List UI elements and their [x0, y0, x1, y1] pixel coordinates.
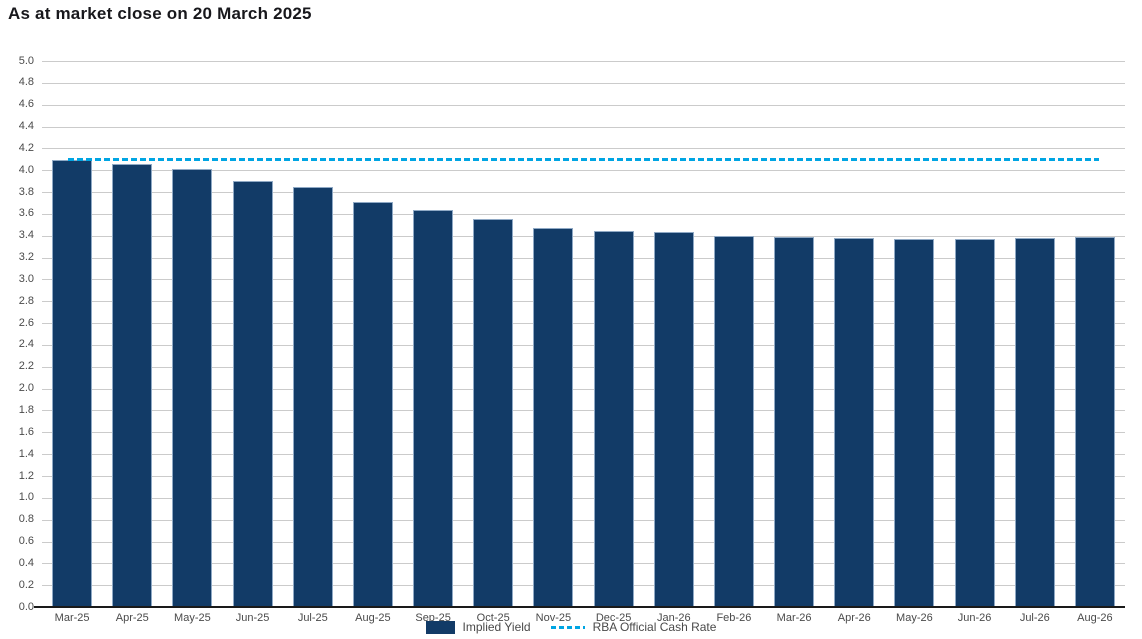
y-tick-label-2.2: 2.2 — [18, 360, 34, 373]
y-tick-label-1.0: 1.0 — [18, 491, 34, 504]
y-tick-label-4.8: 4.8 — [18, 76, 34, 89]
x-tick-label-Jan-26: Jan-26 — [656, 612, 691, 624]
y-tick-label-0.2: 0.2 — [18, 578, 34, 591]
gridline-4.0 — [42, 170, 1125, 172]
y-tick-label-3.0: 3.0 — [18, 272, 34, 285]
plot-area: 5.0 4.8 4.6 4.4 4.2 4.0 3.8 3.6 3.4 3.2 3.0 2.8 2.6 2… — [19, 55, 1125, 624]
bar-Mar-25 — [52, 160, 93, 607]
gridline-3.0 — [42, 279, 1125, 281]
y-tick-label-3.4: 3.4 — [18, 229, 34, 242]
y-tick-label-5.0: 5.0 — [18, 54, 34, 67]
y-tick-label-1.6: 1.6 — [18, 425, 34, 438]
y-tick-label-1.8: 1.8 — [18, 403, 34, 416]
y-tick-label-1.2: 1.2 — [18, 469, 34, 482]
y-tick-label-3.8: 3.8 — [18, 185, 34, 198]
rba-cash-rate-dashed-line — [68, 157, 1099, 161]
bar-Apr-25 — [112, 163, 153, 607]
x-tick-label-Jul-25: Jul-25 — [297, 612, 328, 624]
x-tick-label-Nov-25: Nov-25 — [535, 612, 572, 624]
x-tick-label-Oct-25: Oct-25 — [476, 612, 510, 624]
y-tick-label-2.6: 2.6 — [18, 316, 34, 329]
x-tick-label-Jun-26: Jun-26 — [957, 612, 992, 624]
gridline-1.2 — [42, 476, 1125, 477]
x-tick-label-Jul-26: Jul-26 — [1019, 612, 1050, 624]
x-tick-label-May-25: May-25 — [174, 612, 211, 624]
legend-swatch-implied-yield[interactable] — [425, 621, 455, 634]
gridline-3.4 — [42, 235, 1125, 237]
gridline-2.2 — [42, 366, 1125, 368]
y-tick-label-2.0: 2.0 — [18, 382, 34, 395]
gridline-0.4 — [42, 563, 1125, 565]
y-tick-label-3.2: 3.2 — [18, 251, 34, 264]
gridline-2.0 — [42, 388, 1125, 390]
bar-May-25 — [172, 169, 213, 607]
x-axis-line — [34, 606, 1125, 608]
gridline-1.8 — [42, 410, 1125, 412]
bar-Mar-26 — [774, 236, 815, 607]
gridline-4.4 — [42, 126, 1125, 128]
bar-Nov-25 — [533, 228, 574, 607]
bar-Dec-25 — [593, 231, 634, 607]
x-tick-label-Jun-25: Jun-25 — [235, 612, 270, 624]
y-tick-label-0.4: 0.4 — [18, 556, 34, 569]
legend-label-cash-rate[interactable]: RBA Official Cash Rate — [592, 620, 717, 634]
y-tick-label-0.6: 0.6 — [18, 535, 34, 547]
x-tick-label-Aug-26: Aug-26 — [1077, 612, 1113, 624]
y-tick-label-1.4: 1.4 — [18, 447, 34, 460]
y-tick-label-0.8: 0.8 — [18, 513, 34, 526]
gridline-5.0 — [42, 61, 1125, 62]
gridline-3.6 — [42, 213, 1125, 215]
legend-label-implied-yield[interactable]: Implied Yield — [462, 620, 531, 634]
bar-Feb-26 — [713, 235, 754, 607]
bar-May-26 — [894, 239, 935, 607]
x-tick-label-Mar-26: Mar-26 — [776, 612, 812, 624]
y-tick-label-4.6: 4.6 — [18, 98, 34, 111]
chart-legend: Implied Yield RBA Official Cash Rate — [0, 620, 1142, 635]
bar-Jun-25 — [232, 181, 273, 607]
x-tick-label-Apr-25: Apr-25 — [115, 612, 149, 624]
x-tick-label-Apr-26: Apr-26 — [837, 612, 871, 624]
bar-Jan-26 — [653, 232, 694, 607]
gridline-0.2 — [42, 585, 1125, 587]
legend-swatch-cash-rate[interactable] — [550, 626, 585, 629]
x-tick-label-Aug-25: Aug-25 — [355, 612, 391, 624]
gridline-1.4 — [42, 454, 1125, 456]
gridline-3.2 — [42, 257, 1125, 259]
bar-Jul-26 — [1014, 237, 1055, 607]
y-tick-label-4.2: 4.2 — [18, 141, 34, 154]
bar-Aug-25 — [352, 201, 393, 607]
y-tick-label-3.6: 3.6 — [18, 207, 34, 220]
gridline-1.6 — [42, 432, 1125, 434]
gridline-0.6 — [42, 541, 1125, 543]
bar-Aug-26 — [1074, 236, 1115, 607]
x-tick-label-Feb-26: Feb-26 — [716, 612, 752, 624]
gridline-2.4 — [42, 344, 1125, 346]
gridline-4.6 — [42, 104, 1125, 106]
gridline-2.6 — [42, 323, 1125, 325]
x-tick-label-Mar-25: Mar-25 — [54, 612, 90, 624]
bar-Oct-25 — [473, 219, 514, 607]
chart-title: As at market close on 20 March 2025 — [8, 4, 312, 23]
y-tick-label-2.8: 2.8 — [18, 294, 34, 307]
gridline-3.8 — [42, 192, 1125, 193]
y-tick-label-2.4: 2.4 — [18, 338, 34, 351]
y-tick-label-4.0: 4.0 — [18, 163, 34, 176]
gridline-4.2 — [42, 148, 1125, 150]
gridline-4.8 — [42, 82, 1125, 84]
x-tick-label-May-26: May-26 — [896, 612, 933, 624]
gridline-0.8 — [42, 519, 1125, 521]
y-tick-label-0.0: 0.0 — [18, 600, 34, 613]
bar-Sep-25 — [413, 209, 454, 607]
gridline-1.0 — [42, 497, 1125, 499]
gridline-2.8 — [42, 301, 1125, 303]
x-tick-label-Dec-25: Dec-25 — [595, 612, 632, 624]
bar-Jun-26 — [954, 239, 995, 607]
bar-Jul-25 — [292, 186, 333, 607]
y-tick-label-4.4: 4.4 — [18, 120, 34, 132]
bar-Apr-26 — [834, 237, 875, 607]
